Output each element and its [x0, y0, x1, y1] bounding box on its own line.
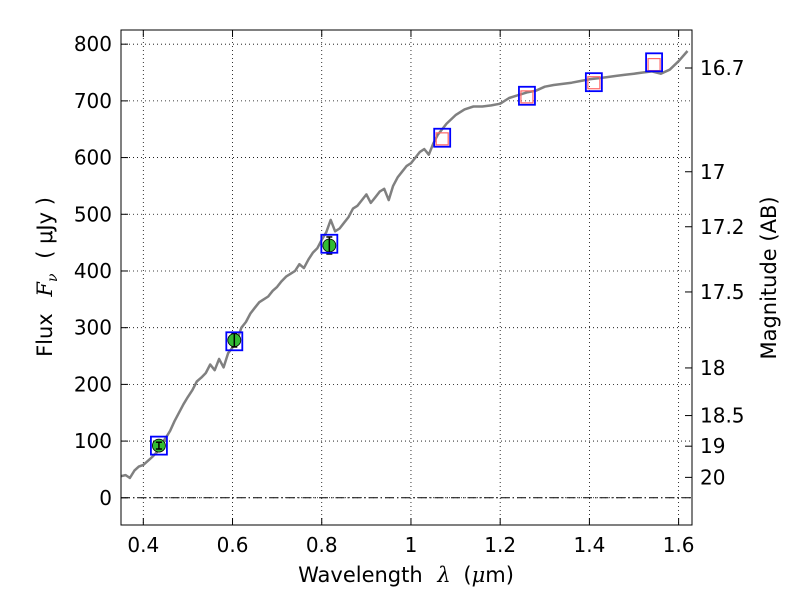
y-tick-label: 400	[74, 259, 112, 283]
model-photometry-point	[518, 85, 536, 106]
y-axis-unit: ( μJy )	[33, 197, 57, 259]
x-axis-title-word: Wavelength	[298, 563, 423, 587]
x-tick-label: 0.4	[127, 533, 159, 557]
model-photometry-point	[645, 52, 663, 73]
model-photometry-point	[320, 233, 339, 254]
axis-ticks: 0.4 0.6 0.8 1 1.2 1.4 1.6 0 100 200 300 400 500 600 70…	[74, 30, 745, 557]
x-axis-unit-mu: μ	[472, 563, 486, 587]
model-photometry-point	[584, 72, 603, 93]
x-axis-unit-open: (	[463, 563, 471, 587]
y-tick-label: 800	[74, 32, 112, 56]
y2-tick-label: 18.5	[700, 404, 745, 428]
x-tick-label: 1.2	[484, 533, 516, 557]
y2-tick-label: 17	[700, 160, 725, 184]
x-axis-symbol: λ	[436, 563, 450, 587]
grid-lines	[121, 30, 692, 525]
y2-tick-label: 17.5	[700, 280, 745, 304]
x-tick-label: 1.6	[663, 533, 695, 557]
x-tick-label: 0.8	[306, 533, 338, 557]
y2-axis-title: Magnitude (AB)	[757, 196, 781, 359]
x-tick-label: 1	[405, 533, 418, 557]
y2-tick-label: 16.7	[700, 56, 745, 80]
y-tick-label: 600	[74, 146, 112, 170]
data-markers	[150, 52, 663, 456]
model-photometry-point	[150, 435, 168, 456]
y-axis-title-word: Flux	[33, 313, 57, 357]
nir-data-point	[520, 90, 534, 104]
y2-tick-label: 17.2	[700, 215, 745, 239]
model-photometry-point	[433, 127, 452, 148]
y2-tick-label: 20	[700, 465, 725, 489]
model-spectrum-line	[120, 50, 689, 480]
x-tick-label: 0.6	[217, 533, 249, 557]
plot-frame	[120, 29, 693, 526]
x-axis-unit-close: m)	[485, 563, 514, 587]
y-axis-symbol: F	[33, 281, 57, 298]
model-photometry-point	[225, 331, 244, 352]
nir-data-point	[435, 132, 449, 146]
y-tick-label: 100	[74, 429, 112, 453]
nir-data-point	[587, 76, 601, 90]
y-axis-title: Flux Fν ( μJy )	[33, 197, 62, 357]
y-tick-label: 0	[99, 486, 112, 510]
nir-data-point	[647, 57, 661, 72]
y2-tick-label: 18	[700, 356, 725, 380]
x-axis-title: Wavelength λ (μm)	[298, 563, 514, 587]
y-tick-label: 300	[74, 316, 112, 340]
y-tick-label: 500	[74, 202, 112, 226]
y-tick-label: 200	[74, 372, 112, 396]
y-axis-symbol-sub: ν	[45, 273, 61, 282]
y2-tick-label: 19	[700, 434, 725, 458]
y-tick-label: 700	[74, 89, 112, 113]
x-tick-label: 1.4	[573, 533, 605, 557]
